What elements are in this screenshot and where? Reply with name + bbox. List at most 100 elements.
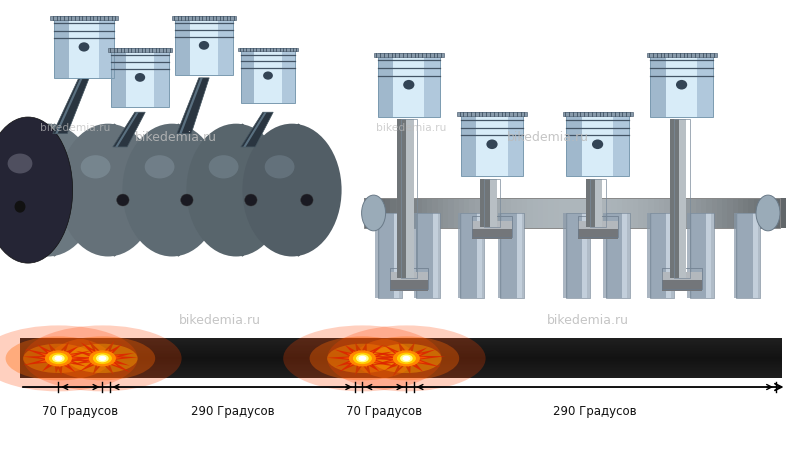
Ellipse shape xyxy=(8,153,32,174)
Bar xyxy=(638,198,644,228)
Polygon shape xyxy=(394,357,410,365)
Polygon shape xyxy=(100,356,130,365)
Polygon shape xyxy=(54,358,63,376)
Bar xyxy=(462,213,482,298)
Bar xyxy=(582,112,614,176)
Bar xyxy=(20,373,782,374)
Bar xyxy=(438,198,444,228)
Bar xyxy=(563,213,582,298)
Polygon shape xyxy=(46,351,62,360)
Bar xyxy=(500,213,524,298)
Polygon shape xyxy=(38,356,59,361)
Bar xyxy=(20,350,782,351)
Bar xyxy=(696,198,702,228)
Ellipse shape xyxy=(46,124,62,256)
Bar xyxy=(238,48,298,51)
Polygon shape xyxy=(54,358,63,373)
Bar xyxy=(241,48,295,103)
Bar xyxy=(20,372,782,373)
Bar xyxy=(662,268,702,289)
Polygon shape xyxy=(54,349,64,359)
Polygon shape xyxy=(90,357,106,365)
Polygon shape xyxy=(402,349,411,359)
Ellipse shape xyxy=(283,325,442,391)
Bar xyxy=(20,363,782,364)
Bar xyxy=(20,360,782,361)
Bar xyxy=(457,112,527,116)
Bar xyxy=(20,354,782,355)
Ellipse shape xyxy=(0,325,138,391)
Ellipse shape xyxy=(265,155,294,179)
Polygon shape xyxy=(88,354,105,361)
Polygon shape xyxy=(100,356,118,362)
Bar xyxy=(770,198,775,228)
Bar xyxy=(20,352,782,353)
Polygon shape xyxy=(404,353,423,361)
Bar xyxy=(774,198,781,228)
Polygon shape xyxy=(40,353,61,361)
Bar xyxy=(501,198,507,228)
Bar xyxy=(654,198,660,228)
Polygon shape xyxy=(73,356,104,364)
Polygon shape xyxy=(98,350,113,360)
Bar xyxy=(20,338,782,339)
Bar xyxy=(20,340,782,341)
Ellipse shape xyxy=(5,179,35,202)
Polygon shape xyxy=(402,342,414,359)
Polygon shape xyxy=(387,356,406,361)
Bar xyxy=(374,198,381,228)
Bar xyxy=(20,340,782,341)
Ellipse shape xyxy=(81,155,110,179)
Text: 70 Градусов: 70 Градусов xyxy=(42,405,118,418)
Polygon shape xyxy=(358,344,384,360)
Bar xyxy=(20,367,782,368)
Bar xyxy=(736,213,760,298)
Ellipse shape xyxy=(327,344,398,373)
Bar xyxy=(20,359,782,360)
Circle shape xyxy=(94,354,111,364)
Bar xyxy=(424,53,440,117)
Bar xyxy=(687,213,706,298)
Bar xyxy=(485,198,491,228)
Polygon shape xyxy=(358,357,379,371)
Polygon shape xyxy=(54,357,68,366)
Polygon shape xyxy=(372,352,408,361)
Bar xyxy=(500,213,524,298)
Ellipse shape xyxy=(486,139,498,149)
Bar xyxy=(448,198,454,228)
Polygon shape xyxy=(88,340,107,360)
Polygon shape xyxy=(402,349,411,359)
Bar xyxy=(20,356,782,357)
Bar xyxy=(522,198,528,228)
Bar xyxy=(175,16,190,75)
Bar xyxy=(20,366,782,367)
Bar xyxy=(690,198,697,228)
Bar xyxy=(390,272,428,282)
Polygon shape xyxy=(402,358,411,375)
Bar xyxy=(20,376,782,377)
Ellipse shape xyxy=(6,336,111,380)
Polygon shape xyxy=(398,342,411,359)
Polygon shape xyxy=(404,349,437,361)
Bar xyxy=(590,179,606,227)
Polygon shape xyxy=(358,343,367,359)
Bar xyxy=(647,213,666,298)
Polygon shape xyxy=(98,358,109,367)
Polygon shape xyxy=(56,351,91,361)
Bar xyxy=(670,119,679,278)
Polygon shape xyxy=(98,349,109,359)
Text: bikedemia.ru: bikedemia.ru xyxy=(40,123,110,133)
Bar xyxy=(24,184,296,188)
Bar xyxy=(50,16,118,20)
Bar xyxy=(480,198,486,228)
Bar xyxy=(650,213,674,298)
Bar xyxy=(759,198,765,228)
Bar xyxy=(734,213,753,298)
Bar xyxy=(717,198,723,228)
Polygon shape xyxy=(347,356,365,363)
Bar xyxy=(172,16,236,20)
Polygon shape xyxy=(398,357,411,368)
Bar xyxy=(20,351,782,352)
Polygon shape xyxy=(355,358,367,376)
Bar xyxy=(548,198,554,228)
